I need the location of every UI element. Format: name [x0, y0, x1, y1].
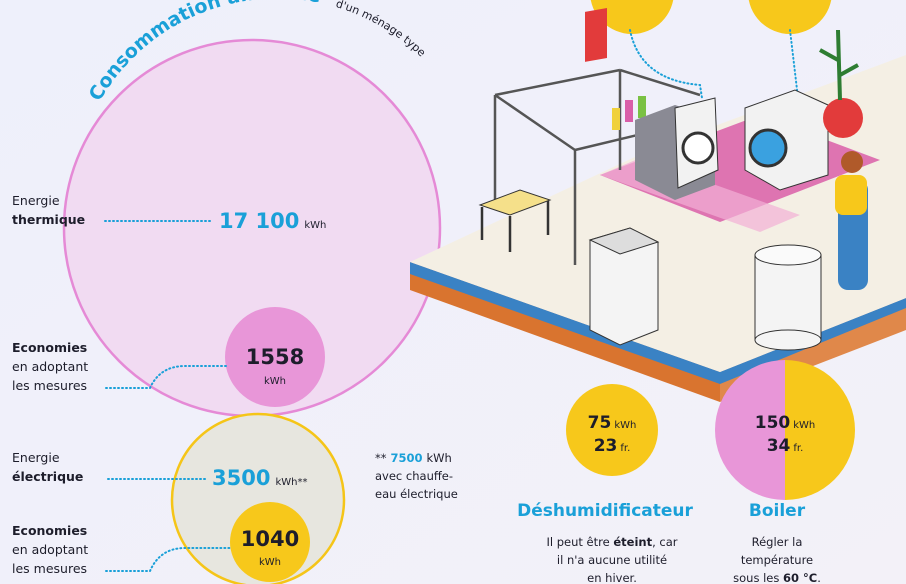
kwh-unit: kWh — [614, 420, 636, 431]
note-unit: kWh — [427, 451, 452, 465]
description: en hiver. — [587, 571, 637, 584]
value: 3500 — [212, 466, 270, 490]
unit: kWh — [264, 376, 286, 387]
label: Energie — [12, 450, 60, 465]
text: Il peut être — [546, 535, 609, 549]
note-value: 7500 — [391, 451, 423, 465]
value: 1040 — [241, 527, 299, 551]
description: température — [741, 553, 813, 567]
description: Il peut être éteint, car — [546, 535, 677, 549]
text: éteint — [613, 535, 652, 549]
cost-value: 34 — [767, 436, 791, 456]
infographic: Consommation annuelle*d'un ménage type E… — [0, 0, 906, 584]
kwh-value: 75 — [588, 413, 612, 433]
cost-unit: fr. — [793, 443, 803, 454]
label: Energie — [12, 193, 60, 208]
label: électrique — [12, 469, 83, 484]
text: , car — [652, 535, 678, 549]
note: avec chauffe- — [375, 469, 453, 483]
label: les mesures — [12, 561, 87, 576]
cost-value: 23 — [594, 436, 618, 456]
note: eau électrique — [375, 487, 458, 501]
description: sous les 60 °C. — [733, 571, 821, 584]
text: 60 °C — [783, 571, 817, 584]
label: en adoptant — [12, 359, 88, 374]
description: il n'a aucune utilité — [557, 553, 667, 567]
text: sous les — [733, 571, 779, 584]
device-name: Déshumidificateur — [517, 501, 693, 521]
value: 1558 — [246, 345, 304, 369]
description: Régler la — [752, 535, 803, 549]
device-name: Boiler — [749, 501, 806, 521]
note-prefix: ** — [375, 451, 387, 465]
label: Economies — [12, 340, 87, 355]
cost-unit: fr. — [620, 443, 630, 454]
label: Economies — [12, 523, 87, 538]
label: les mesures — [12, 378, 87, 393]
text: . — [817, 571, 821, 584]
unit: kWh** — [275, 477, 307, 488]
label: en adoptant — [12, 542, 88, 557]
kwh-value: 150 — [755, 413, 791, 433]
kwh-unit: kWh — [793, 420, 815, 431]
unit: kWh — [259, 557, 281, 568]
unit: kWh — [304, 220, 326, 231]
device-circle — [566, 384, 658, 476]
value: 17 100 — [219, 209, 299, 233]
label: thermique — [12, 212, 85, 227]
